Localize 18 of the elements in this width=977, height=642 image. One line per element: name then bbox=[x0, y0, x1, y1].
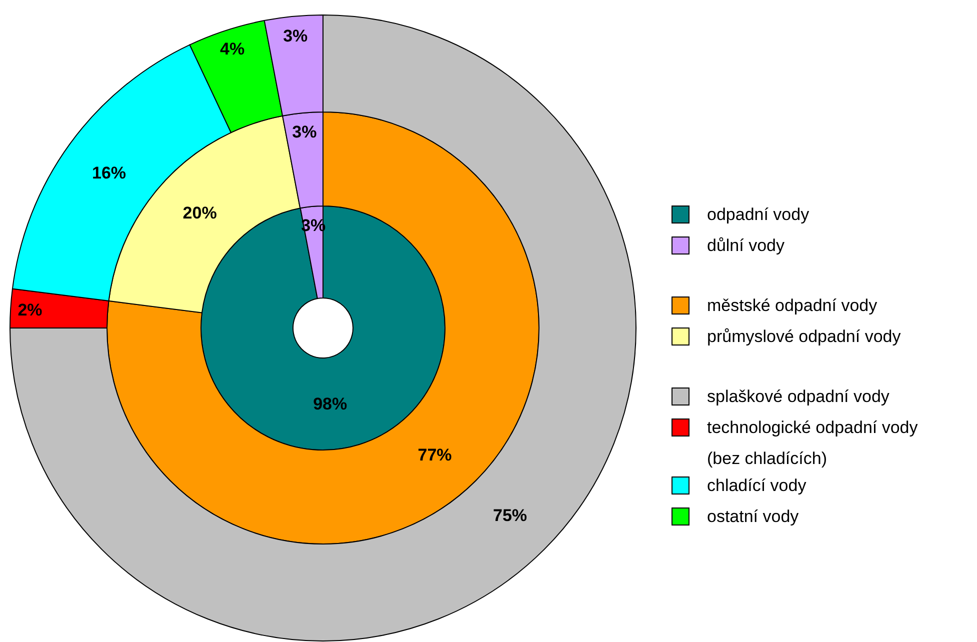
data-label: 2% bbox=[18, 300, 42, 320]
data-label: 20% bbox=[182, 203, 217, 222]
data-label: 98% bbox=[313, 394, 348, 414]
legend-label: průmyslové odpadní vody bbox=[707, 326, 902, 346]
data-label: 3% bbox=[283, 26, 308, 46]
data-label: 75% bbox=[493, 506, 528, 525]
data-label: 16% bbox=[92, 163, 126, 182]
legend-label: splaškové odpadní vody bbox=[707, 386, 890, 406]
donut-slice bbox=[10, 14, 636, 642]
legend-label: ostatní vody bbox=[707, 506, 800, 526]
legend-label: odpadní vody bbox=[707, 204, 810, 224]
data-label: 4% bbox=[220, 40, 245, 59]
legend-label: chladící vody bbox=[707, 476, 807, 495]
legend-label: technologické odpadní vody (bez chladících) bbox=[707, 418, 918, 468]
legend-label: městské odpadní vody bbox=[707, 296, 878, 315]
legend-label: důlní vody bbox=[707, 236, 785, 255]
data-label: 77% bbox=[418, 446, 452, 465]
data-label: 3% bbox=[292, 122, 317, 142]
